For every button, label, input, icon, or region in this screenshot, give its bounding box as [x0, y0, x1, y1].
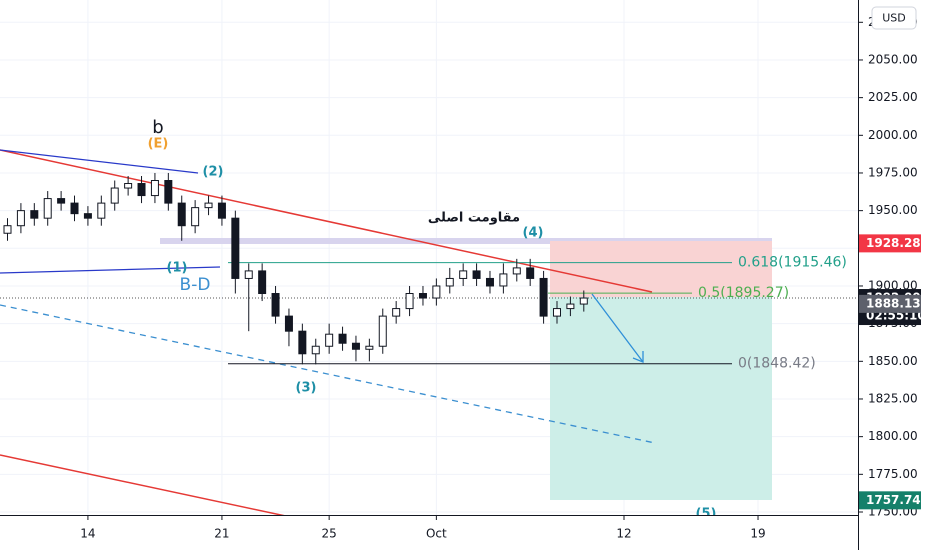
candle-body [338, 333, 347, 344]
candle-body [392, 308, 401, 317]
fib-label: 0.618(1915.46) [738, 255, 847, 271]
x-axis-panel [0, 515, 858, 550]
wave-label: (1) [167, 261, 188, 276]
resistance-label: مقاومت اصلی [428, 211, 520, 226]
zone-band [160, 238, 772, 244]
candle-body [405, 293, 414, 310]
x-tick-label: 14 [80, 527, 95, 541]
candle-body [351, 342, 360, 350]
candle-body [177, 202, 186, 227]
wave-label: B-D [180, 275, 211, 295]
candle-body [258, 270, 267, 295]
y-tick-label: 2050.00 [868, 52, 918, 66]
candle-body [526, 267, 535, 279]
trendline [0, 266, 221, 274]
y-tick-label: 1800.00 [868, 429, 918, 443]
wave-label: (4) [523, 226, 544, 241]
wave-label: (2) [203, 165, 224, 180]
candle-body [191, 207, 200, 227]
price-tag [859, 234, 921, 253]
candle-body [217, 202, 226, 219]
fib-label: 0(1848.42) [738, 356, 816, 372]
arrow-head [632, 351, 644, 363]
candle-body [57, 198, 66, 204]
candle-body [244, 270, 253, 279]
price-tag [859, 294, 921, 313]
candle-body [512, 267, 521, 275]
wave-label: (E) [148, 137, 169, 152]
price-tag-label: 1757.74 [866, 493, 921, 507]
fib-label: 0.5(1895.27) [698, 285, 789, 301]
candle-body [137, 183, 146, 197]
x-tick-label: 12 [616, 527, 631, 541]
candle-body [539, 277, 548, 317]
currency-button[interactable] [871, 6, 917, 30]
target-zone [550, 297, 772, 500]
price-tag-label: 1928.28 [866, 236, 921, 250]
wave-label: b [152, 117, 163, 138]
trendline [0, 149, 199, 174]
candles [3, 172, 588, 365]
candle-body [418, 293, 427, 299]
candle-body [298, 330, 307, 355]
candle-body [284, 315, 293, 332]
currency-label[interactable]: USD [882, 12, 906, 25]
trendline [0, 149, 653, 293]
candle-body [204, 202, 213, 209]
y-tick-label: 1975.00 [868, 165, 918, 179]
candle-body [378, 315, 387, 347]
x-tick-label: 25 [322, 527, 337, 541]
candle-body [70, 202, 79, 215]
candle-body [485, 277, 494, 287]
candle-body [445, 277, 454, 287]
y-axis-panel [858, 0, 932, 550]
candle-body [552, 308, 561, 317]
candle-body [459, 270, 468, 279]
y-tick-label: 2025.00 [868, 90, 918, 104]
candle-body [43, 198, 52, 219]
channel-line [0, 304, 656, 444]
candle-body [97, 202, 106, 219]
y-tick-label: 1950.00 [868, 203, 918, 217]
y-tick-label: 1900.00 [868, 278, 918, 292]
candle-body [164, 180, 173, 204]
trendline [0, 454, 296, 519]
y-tick-label: 1775.00 [868, 467, 918, 481]
stop-zone [550, 241, 772, 297]
candle-body [110, 187, 119, 204]
x-tick-label: 19 [750, 527, 765, 541]
candle-body [579, 297, 588, 305]
candle-body [124, 183, 133, 189]
wave-label: (3) [296, 381, 317, 396]
candle-body [83, 213, 92, 219]
fib: 0.618(1915.46) 0.5(1895.27) 0(1848.42) [228, 255, 847, 372]
candle-body [325, 333, 334, 347]
candle-body [231, 217, 240, 279]
y-tick-label: 2000.00 [868, 128, 918, 142]
x-tick-label: Oct [426, 527, 447, 541]
y-tick-label: 1825.00 [868, 391, 918, 405]
candle-body [499, 273, 508, 287]
candle-body [311, 345, 320, 355]
price-tag-label: 1888.13 [866, 296, 921, 310]
price-tag [859, 491, 921, 510]
candle-body [472, 270, 481, 279]
candle-body [30, 210, 39, 219]
candle-body [566, 303, 575, 310]
candle-body [271, 293, 280, 317]
candle-body [432, 285, 441, 299]
candle-body [365, 345, 374, 350]
y-tick-label: 1850.00 [868, 354, 918, 368]
candle-body [150, 180, 159, 197]
arrow [591, 293, 644, 363]
x-tick-label: 21 [214, 527, 229, 541]
candle-body [3, 225, 12, 234]
candle-body [16, 210, 25, 227]
